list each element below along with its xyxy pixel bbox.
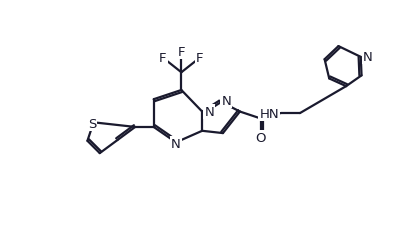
Text: N: N [205,106,214,119]
Text: F: F [159,52,167,65]
Text: S: S [88,118,96,131]
Text: N: N [171,138,181,151]
Text: N: N [221,95,231,108]
Text: F: F [196,52,204,65]
Text: F: F [178,46,185,59]
Text: HN: HN [260,107,279,120]
Text: O: O [255,132,266,145]
Text: N: N [363,51,373,64]
